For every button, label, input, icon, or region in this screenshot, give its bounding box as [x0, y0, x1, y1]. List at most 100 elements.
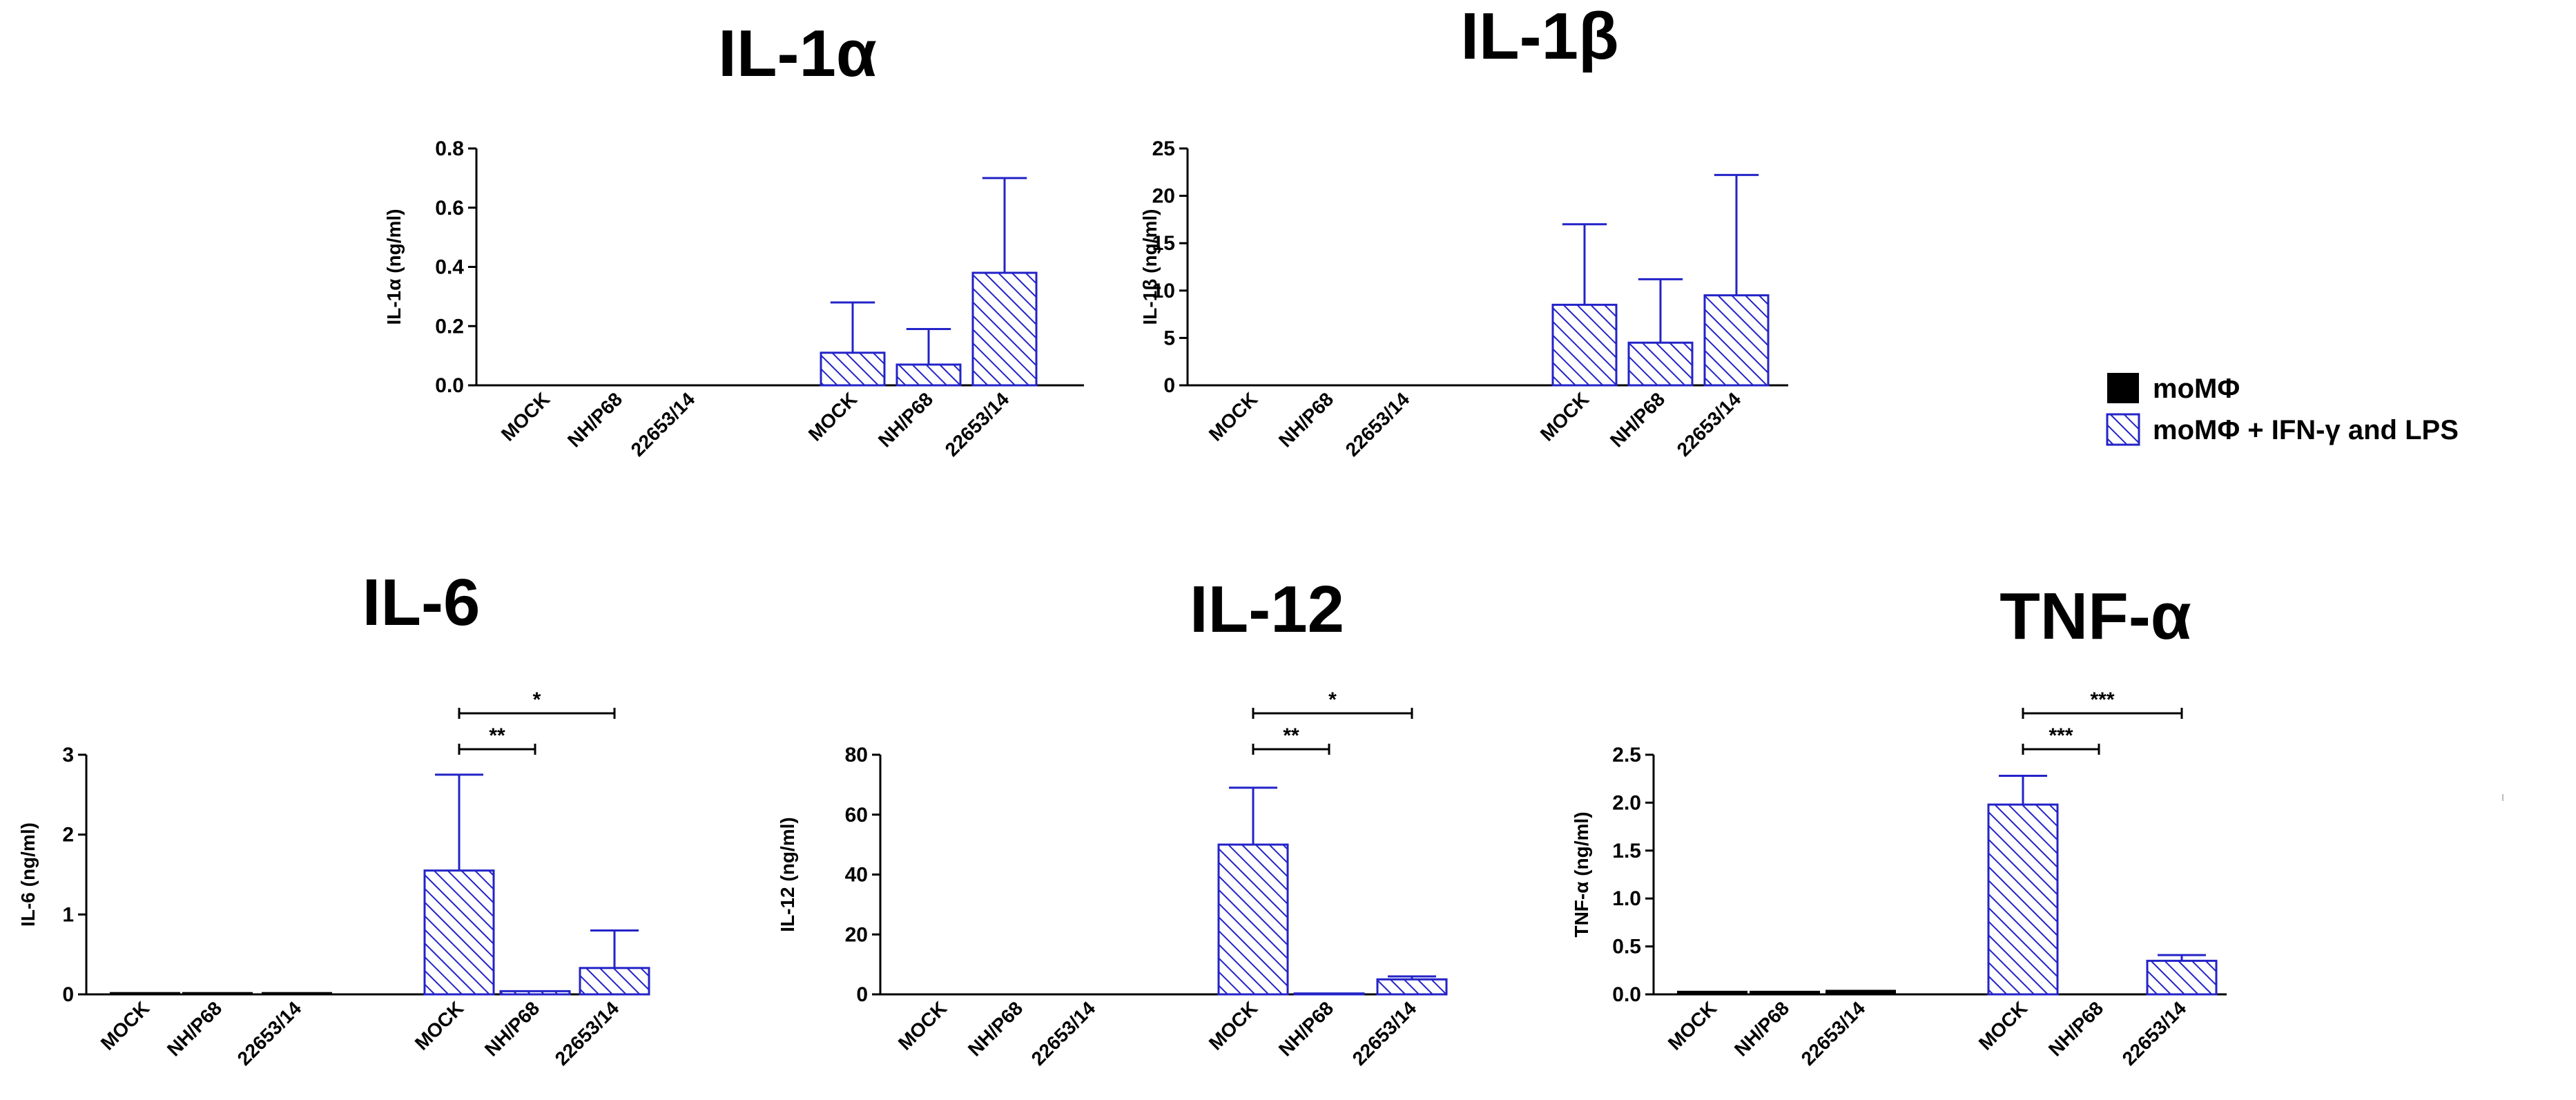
x-tick-label: MOCK [497, 388, 554, 445]
chart-panel-il1a: 0.00.20.40.60.8IL-1α (ng/ml)MOCK NH/P68 22… [383, 137, 1084, 461]
x-tick-label: NH/P68 [563, 388, 626, 451]
bar [110, 992, 180, 995]
panel-title-tnfa: TNF-α [1999, 579, 2191, 653]
bar [499, 990, 571, 996]
sig-label: ** [1283, 724, 1299, 747]
x-tick-label: 22653/14 [2118, 997, 2191, 1070]
y-tick-label: 15 [1152, 232, 1175, 255]
y-tick-label: 10 [1152, 280, 1175, 302]
sig-label: ** [489, 724, 505, 747]
x-tick-label: 22653/14 [1342, 388, 1414, 461]
bar [182, 992, 253, 995]
y-tick-label: 0.8 [435, 137, 464, 160]
bar [423, 869, 495, 996]
y-tick-label: 2.5 [1612, 744, 1641, 766]
panel-title-il1a: IL-1α [718, 17, 877, 90]
x-tick-label: MOCK [894, 997, 951, 1054]
y-tick-label: 2.0 [1612, 791, 1641, 814]
panel-title-il1b: IL-1β [1460, 0, 1618, 73]
bar [971, 271, 1038, 387]
y-tick-label: 0 [62, 983, 74, 1006]
x-tick-label: 22653/14 [1027, 997, 1100, 1070]
x-tick-label: NH/P68 [2044, 997, 2107, 1060]
x-tick-label: 22653/14 [1673, 388, 1745, 461]
x-tick-label: NH/P68 [1275, 997, 1337, 1060]
x-tick-label: 22653/14 [1348, 997, 1421, 1070]
x-tick-label: 22653/14 [233, 997, 306, 1070]
y-tick-label: 0.6 [435, 197, 464, 220]
y-tick-label: 60 [845, 804, 868, 827]
panel-title-il12: IL-12 [1190, 572, 1344, 646]
x-tick-label: MOCK [804, 388, 861, 445]
x-tick-label: 22653/14 [627, 388, 699, 461]
y-tick-label: 2 [62, 824, 74, 847]
x-tick-label: NH/P68 [874, 388, 937, 451]
y-axis-label: IL-1α (ng/ml) [383, 209, 405, 325]
bar [1987, 803, 2059, 996]
bar [1627, 341, 1694, 387]
y-tick-label: 0.0 [1612, 983, 1641, 1006]
bar [2146, 959, 2218, 996]
sig-label: *** [2049, 724, 2073, 747]
y-tick-label: 40 [845, 864, 868, 887]
y-tick-label: 20 [1152, 185, 1175, 208]
y-tick-label: 0.0 [435, 374, 464, 397]
y-axis-label: IL-1β (ng/ml) [1139, 209, 1161, 325]
legend-label-hatch: moMΦ + IFN-γ and LPS [2153, 415, 2459, 445]
y-tick-label: 1.0 [1612, 887, 1641, 910]
sig-label: *** [2090, 688, 2114, 711]
y-axis-label: IL-12 (ng/ml) [777, 817, 798, 932]
x-tick-label: NH/P68 [1606, 388, 1669, 451]
x-tick-label: MOCK [1536, 388, 1593, 445]
x-tick-label: 22653/14 [1797, 997, 1870, 1070]
y-tick-label: 25 [1152, 137, 1175, 160]
y-tick-label: 3 [62, 744, 74, 766]
bar [895, 363, 962, 387]
legend: moMΦ moMΦ + IFN-γ and LPS [2106, 373, 2459, 446]
x-tick-label: MOCK [97, 997, 153, 1054]
x-tick-label: NH/P68 [964, 997, 1027, 1060]
x-tick-label: NH/P68 [163, 997, 226, 1060]
bar [1677, 990, 1747, 996]
bar [1826, 990, 1896, 995]
y-tick-label: 0.2 [435, 315, 464, 338]
y-axis-label: IL-6 (ng/ml) [17, 822, 39, 927]
x-tick-label: MOCK [1205, 997, 1261, 1054]
y-tick-label: 5 [1163, 327, 1175, 349]
x-tick-label: MOCK [411, 997, 467, 1054]
y-axis-label: TNF-α (ng/ml) [1571, 811, 1592, 937]
x-tick-label: MOCK [1205, 388, 1261, 445]
bar [1217, 843, 1289, 996]
bar [1703, 294, 1770, 387]
sig-label: * [1328, 688, 1337, 711]
panel-title-il6: IL-6 [362, 566, 481, 639]
y-tick-label: 0.4 [435, 256, 464, 279]
bar [1750, 990, 1820, 996]
bar [1551, 303, 1618, 387]
sig-label: * [533, 688, 541, 711]
y-tick-label: 0 [856, 983, 868, 1006]
y-tick-label: 1 [62, 903, 74, 926]
legend-swatch-solid [2107, 373, 2139, 403]
legend-swatch-hatch [2106, 413, 2140, 446]
y-tick-label: 0.5 [1612, 936, 1641, 958]
x-tick-label: NH/P68 [1275, 388, 1337, 451]
x-tick-label: NH/P68 [1730, 997, 1793, 1060]
bar [820, 351, 886, 387]
bar [262, 992, 332, 995]
x-tick-label: MOCK [1975, 997, 2031, 1054]
y-tick-label: 20 [845, 923, 868, 946]
y-tick-label: 0 [1163, 374, 1175, 397]
x-tick-label: MOCK [1664, 997, 1721, 1054]
y-tick-label: 1.5 [1612, 840, 1641, 862]
legend-label-solid: moMΦ [2153, 374, 2240, 404]
bar [1376, 978, 1448, 996]
x-tick-label: NH/P68 [481, 997, 543, 1060]
bar [579, 967, 650, 996]
x-tick-label: 22653/14 [551, 997, 623, 1070]
